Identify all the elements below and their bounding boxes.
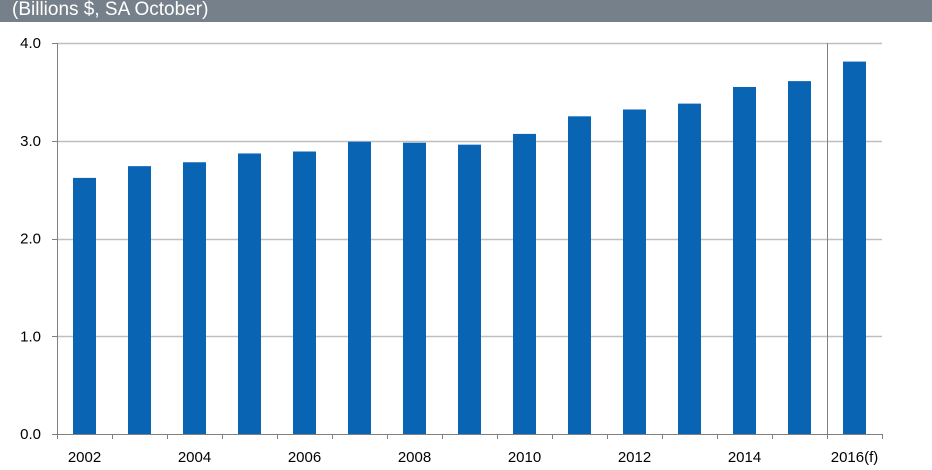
bar-2014: [733, 86, 756, 435]
y-tick-label: 2.0: [20, 231, 41, 248]
chart-subtitle: (Billions $, SA October): [12, 0, 209, 20]
bar-2010: [513, 133, 536, 434]
bar-2012: [623, 109, 646, 434]
bar-2016(f): [843, 61, 866, 434]
tick-labels: 0.0 1.0 2.0 3.0 4.0 2002 2004 2006 2008 2010 2012 2…: [20, 35, 878, 466]
y-tick-label: 1.0: [20, 328, 41, 345]
y-tick-label: 3.0: [20, 133, 41, 150]
x-tick-label: 2002: [68, 449, 101, 466]
bar-2015: [788, 81, 811, 434]
x-tick-label: 2004: [178, 449, 211, 466]
bar-2009: [458, 144, 481, 434]
bar-2004: [183, 162, 206, 434]
bar-2006: [293, 151, 316, 434]
bar-2005: [238, 153, 261, 434]
bar-2011: [568, 116, 591, 434]
x-tick-label: 2012: [618, 449, 651, 466]
x-tick-label: 2010: [508, 449, 541, 466]
x-tick-label: 2006: [288, 449, 321, 466]
bar-2007: [348, 141, 371, 435]
bar-2003: [128, 166, 151, 435]
bar-2013: [678, 103, 701, 434]
chart-header-bar: (Billions $, SA October): [0, 0, 932, 22]
y-tick-label: 4.0: [20, 35, 41, 52]
x-tick-label: 2014: [728, 449, 761, 466]
bar-2008: [403, 142, 426, 434]
axes: [52, 43, 883, 439]
bar-2002: [73, 177, 96, 434]
x-tick-label: 2016(f): [831, 449, 879, 466]
y-tick-label: 0.0: [20, 426, 41, 443]
bars: [73, 61, 866, 435]
x-tick-label: 2008: [398, 449, 431, 466]
